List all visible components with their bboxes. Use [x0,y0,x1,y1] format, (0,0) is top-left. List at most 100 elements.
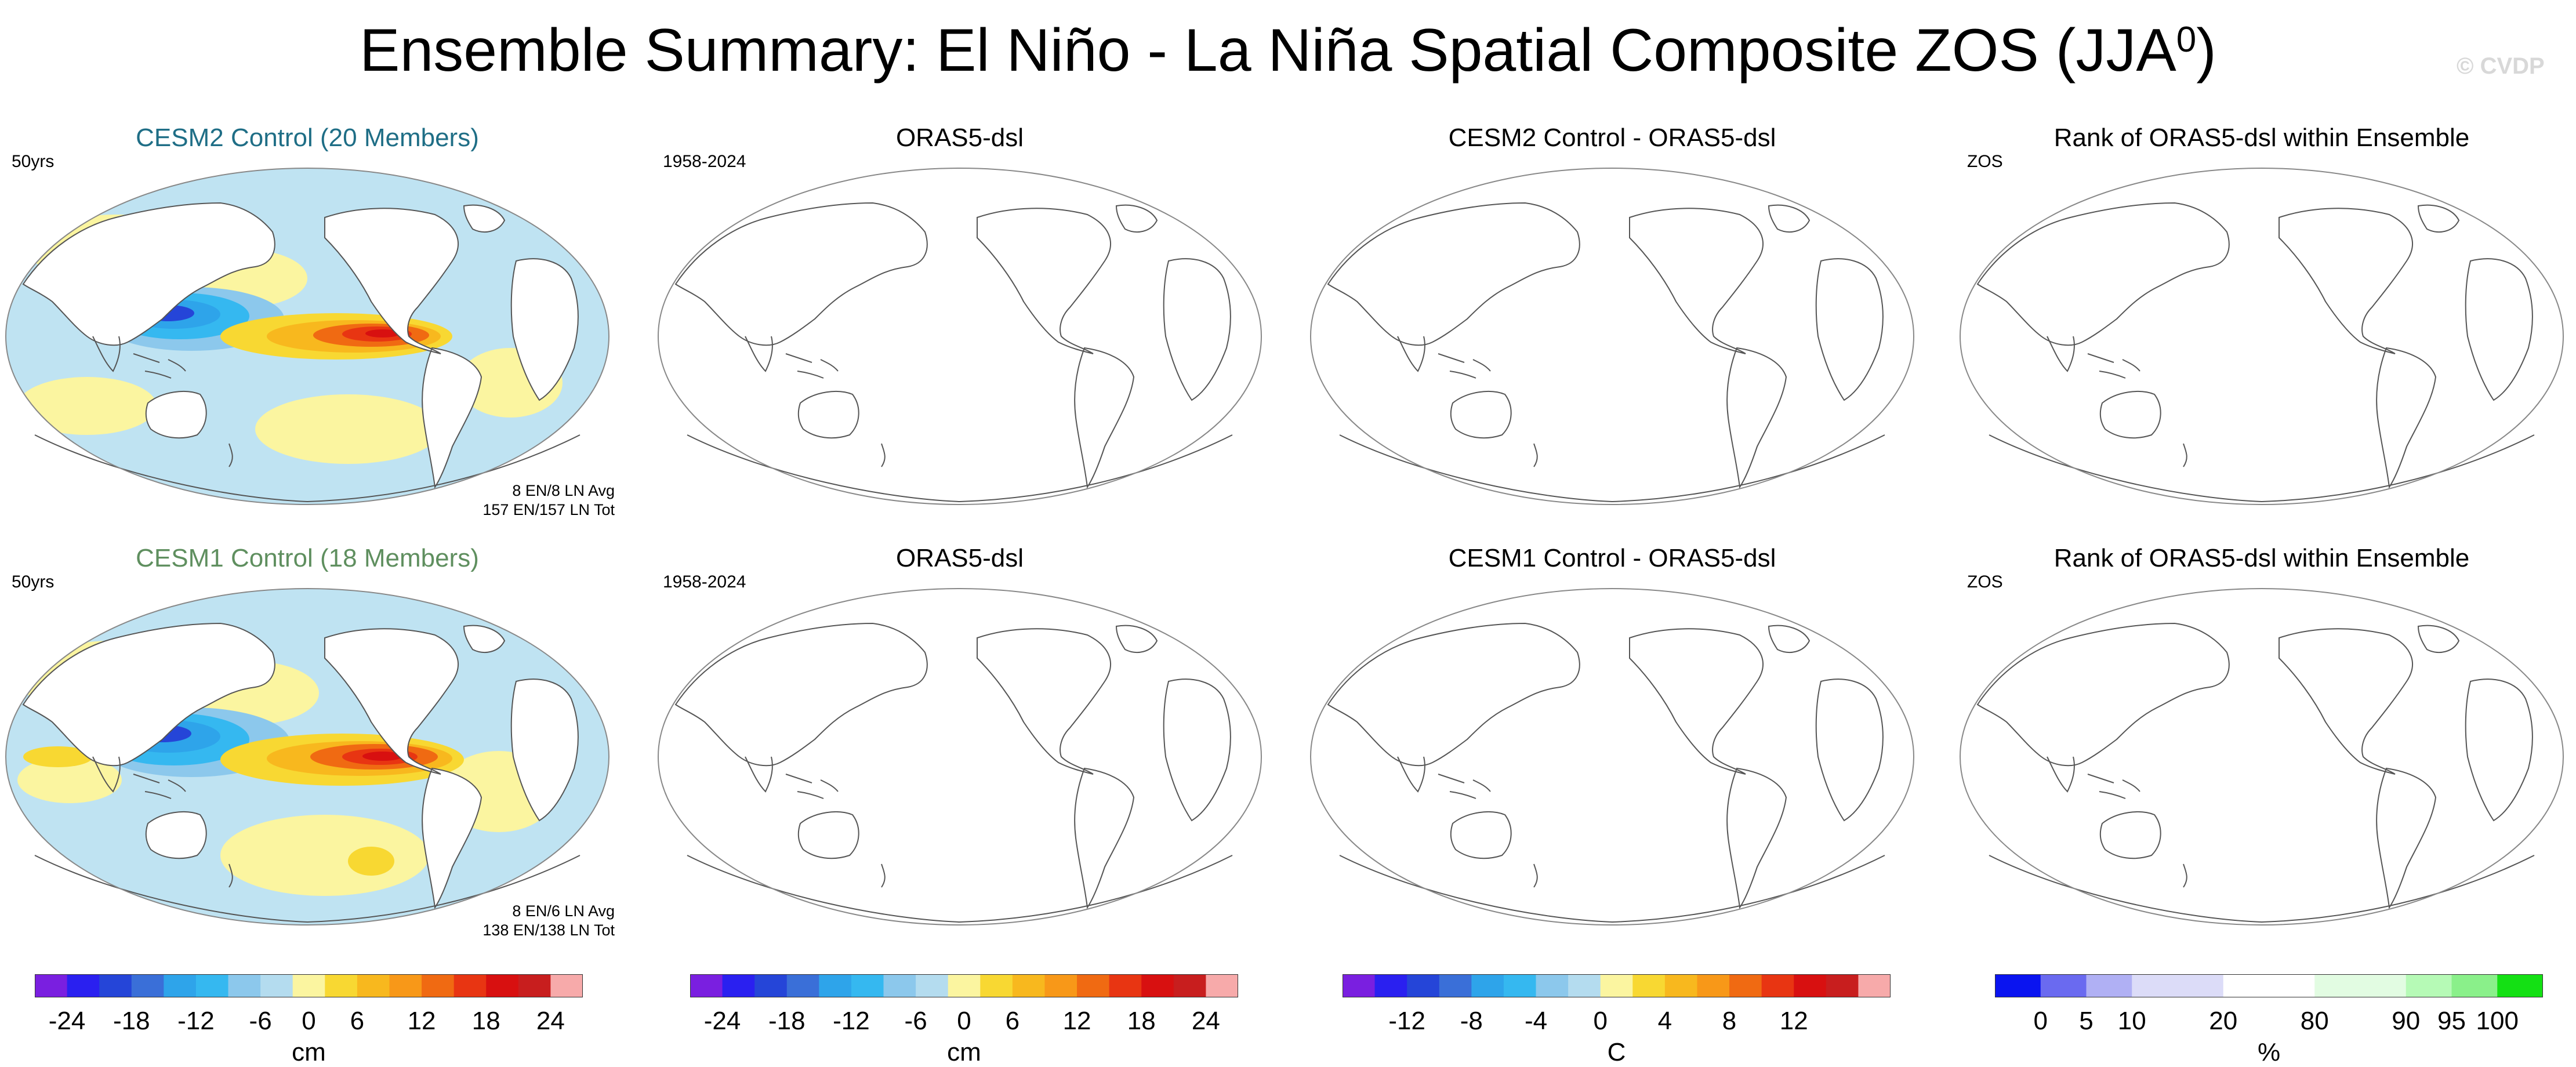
colorbar-swatch [131,974,164,997]
colorbar-swatch [1729,974,1762,997]
colorbar-tick-label: 6 [350,1007,365,1035]
colorbar-tick-label: -18 [113,1007,150,1035]
panel-oras5-bottom: ORAS5-dsl 1958-2024 [652,542,1267,948]
colorbar-tick-label: 0 [2033,1007,2048,1035]
main-title: Ensemble Summary: El Niño - La Niña Spat… [360,17,2216,84]
colorbar-tick-label: 24 [536,1007,565,1035]
colorbar-swatch [690,974,723,997]
colorbar-swatch [1343,974,1376,997]
panel-rank-bottom: Rank of ORAS5-dsl within Ensemble ZOS [1954,542,2569,948]
map-rank-blank [1954,583,2569,931]
colorbar-swatch [1077,974,1110,997]
colorbar-swatch [819,974,852,997]
period-label: 1958-2024 [663,572,746,591]
colorbar-swatch [164,974,197,997]
colorbar-swatches [1995,974,2544,997]
colorbar-tick-label: 4 [1657,1007,1672,1035]
panel-title: CESM2 Control (20 Members) [136,124,479,152]
colorbar-border [1995,974,2543,997]
map-oras5-blank [652,583,1267,931]
period-label: 1958-2024 [663,152,746,171]
colorbar-tick-label: -24 [703,1007,741,1035]
colorbar-tick-label: 0 [1593,1007,1608,1035]
colorbar-swatch [1794,974,1827,997]
colorbar-swatch [1044,974,1077,997]
colorbar-cesm-cm: -24 -18 -12 -6 0 6 12 18 24 cm [35,974,583,1066]
colorbar-swatch [1995,974,2041,997]
colorbar-tick-label: 100 [2476,1007,2519,1035]
colorbar-swatch [1439,974,1472,997]
colorbar-swatch [1697,974,1730,997]
colorbar-tick-label: 0 [957,1007,971,1035]
colorbar-swatch [2451,974,2498,997]
colorbar-swatch [1600,974,1633,997]
colorbar-swatch [1664,974,1697,997]
colorbar-swatch [883,974,916,997]
colorbar-tick-label: 18 [1127,1007,1156,1035]
colorbar-tick-label: 8 [1722,1007,1737,1035]
colorbar-swatch [67,974,100,997]
colorbar-tick-label: -24 [48,1007,86,1035]
colorbar-swatch [2497,974,2544,997]
colorbar-swatch [1109,974,1142,997]
colorbar-swatch [722,974,755,997]
colorbar-swatch [325,974,358,997]
colorbar-tick-label: -4 [1524,1007,1548,1035]
colorbar-swatch [1206,974,1239,997]
colorbar-swatch [422,974,455,997]
period-label: 50yrs [12,572,55,591]
colorbar-tick-label: 24 [1191,1007,1220,1035]
panel-title: ORAS5-dsl [895,124,1024,152]
colorbar-tick-label: 12 [407,1007,436,1035]
period-label: 50yrs [12,152,55,171]
colorbar-unit-label: cm [947,1038,981,1066]
watermark: © CVDP [2457,53,2545,79]
colorbar-tick-label: 18 [471,1007,500,1035]
colorbar-tick-label: 5 [2079,1007,2094,1035]
map-rank-blank [1954,162,2569,510]
colorbar-swatch [518,974,551,997]
map-cesm2-filled [0,162,615,510]
colorbar-swatch [1536,974,1569,997]
panel-cesm2-control: CESM2 Control (20 Members) 50yrs 8 EN/8 … [0,122,615,528]
colorbar-swatch [486,974,519,997]
colorbar-tick-label: 20 [2209,1007,2238,1035]
colorbar-swatch [99,974,132,997]
variable-label: ZOS [1967,572,2003,591]
colorbar-swatch [1374,974,1407,997]
colorbar-swatch [2269,974,2315,997]
colorbar-swatch [1503,974,1537,997]
colorbar-tick-label: -18 [768,1007,806,1035]
colorbar-unit-label: cm [292,1038,326,1066]
panel-rank-top: Rank of ORAS5-dsl within Ensemble ZOS [1954,122,2569,528]
colorbar-swatches [690,974,1239,997]
colorbar-swatch [786,974,819,997]
colorbar-rank-percent: 0 5 10 20 80 90 95 100% [1995,974,2544,1066]
colorbar-swatch [2040,974,2087,997]
colorbar-tick-label: -12 [177,1007,215,1035]
map-cesm1-filled [0,583,615,931]
colorbar-unit-label: C [1607,1038,1626,1066]
colorbar-swatch [1761,974,1794,997]
panel-title: Rank of ORAS5-dsl within Ensemble [2053,544,2470,572]
colorbar-swatch [453,974,487,997]
colorbar-swatch [1141,974,1174,997]
colorbar-tick-label: 95 [2437,1007,2466,1035]
colorbar-swatch [35,974,68,997]
colorbar-swatch [1407,974,1440,997]
event-stats: 8 EN/6 LN Avg 138 EN/138 LN Tot [482,902,615,939]
colorbar-swatch [1012,974,1045,997]
colorbar-swatch [851,974,884,997]
colorbar-swatch [1173,974,1206,997]
map-oras5-blank [652,162,1267,510]
colorbar-tick-label: 0 [302,1007,316,1035]
colorbar-border [1343,974,1891,997]
colorbar-swatch [1568,974,1601,997]
colorbar-tick-label: 12 [1779,1007,1808,1035]
panel-title: CESM1 Control (18 Members) [136,544,479,572]
panel-title: CESM2 Control - ORAS5-dsl [1448,124,1776,152]
colorbar-swatch [2132,974,2178,997]
colorbar-tick-label: 90 [2392,1007,2421,1035]
colorbar-swatch [1632,974,1666,997]
colorbar-swatches [35,974,583,997]
